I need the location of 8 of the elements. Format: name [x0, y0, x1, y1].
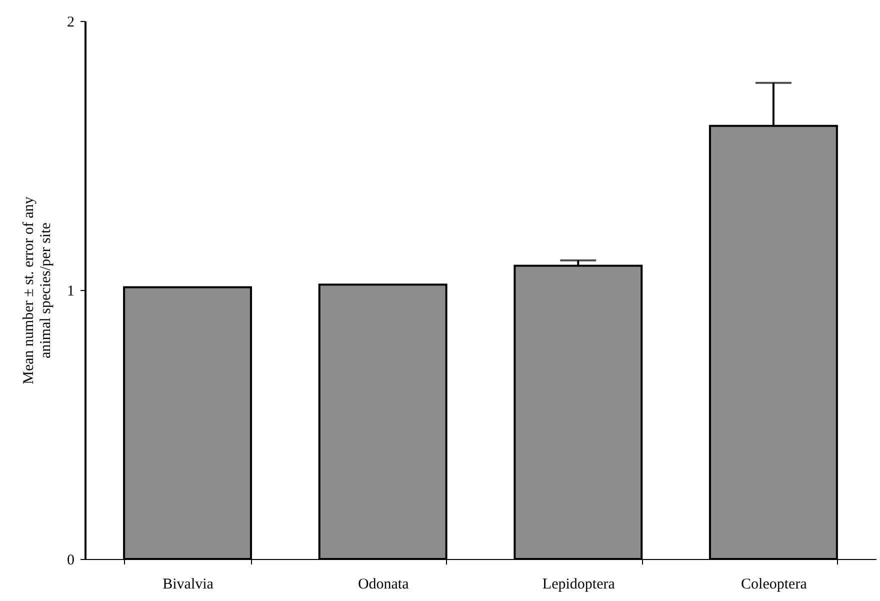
- x-tick-label: Lepidoptera: [542, 576, 616, 592]
- y-tick-label: 0: [67, 552, 74, 568]
- x-tick-label: Odonata: [358, 576, 410, 592]
- y-tick-label: 1: [67, 284, 74, 300]
- x-tick-label: Bivalvia: [162, 576, 214, 592]
- x-tick-label: Coleoptera: [741, 576, 808, 592]
- y-axis-title: Mean number ± st. error of any animal species/per site: [21, 196, 54, 384]
- y-tick-label: 2: [67, 14, 74, 30]
